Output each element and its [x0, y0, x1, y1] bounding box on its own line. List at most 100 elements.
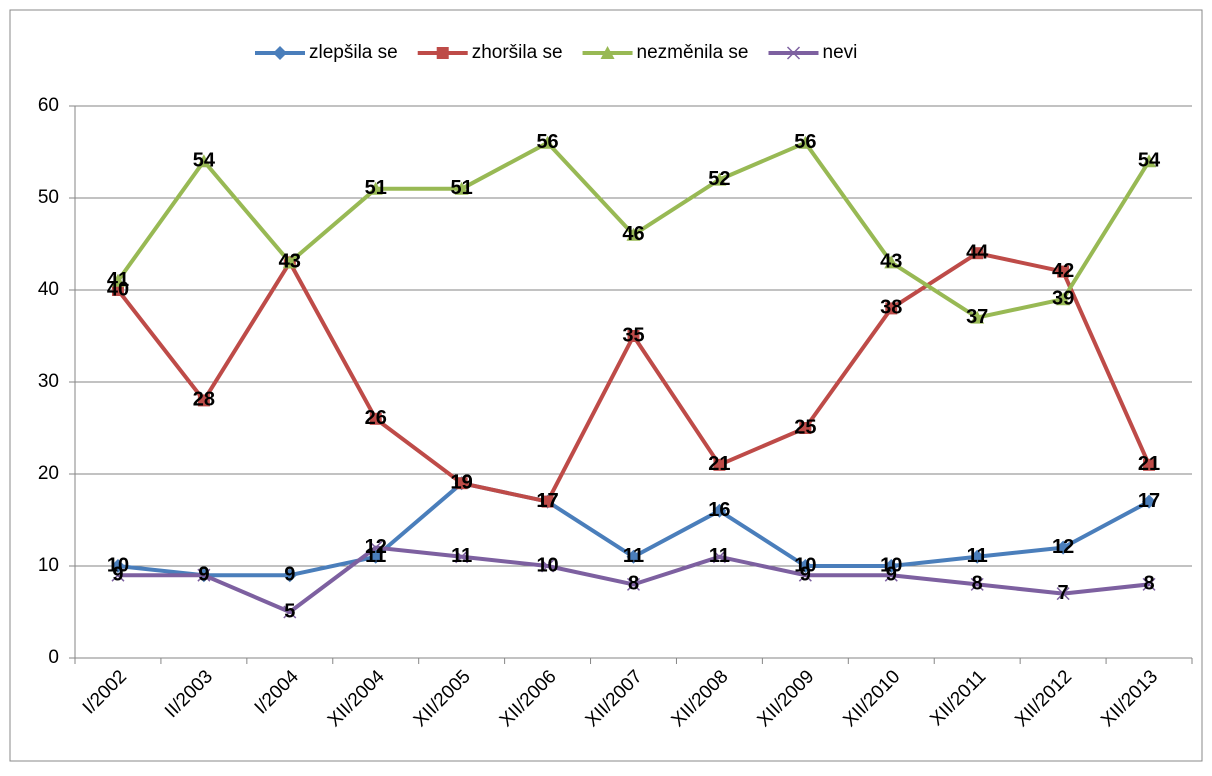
legend-label: zlepšila se [309, 42, 398, 63]
marker [369, 412, 382, 425]
marker [1056, 587, 1070, 601]
marker [541, 495, 554, 508]
marker [798, 559, 813, 573]
data-label: 9 [198, 563, 209, 585]
data-label: 41 [107, 269, 129, 291]
data-label: 9 [800, 563, 811, 585]
marker [541, 559, 555, 573]
y-tick-label: 40 [38, 279, 59, 300]
data-label: 46 [622, 223, 644, 245]
marker [1143, 458, 1156, 471]
data-label: 9 [284, 563, 295, 585]
marker [713, 458, 726, 471]
y-tick-label: 0 [48, 647, 59, 668]
data-label: 11 [365, 545, 386, 567]
marker [1057, 265, 1070, 278]
marker [282, 255, 297, 269]
data-label: 9 [112, 563, 123, 585]
marker [369, 541, 383, 555]
data-label: 11 [623, 545, 644, 567]
marker [455, 550, 469, 564]
y-tick-label: 30 [38, 371, 59, 392]
data-label: 9 [198, 563, 209, 585]
legend-label: nezměnila se [637, 42, 749, 63]
legend-label: zhoršila se [472, 42, 563, 63]
marker [1056, 292, 1071, 306]
marker [885, 302, 898, 315]
marker [1142, 154, 1157, 168]
marker [626, 227, 641, 241]
marker [282, 568, 297, 583]
data-label: 11 [709, 545, 730, 567]
data-label: 51 [451, 177, 473, 199]
data-label: 12 [1052, 536, 1074, 558]
marker [799, 422, 812, 434]
series [111, 541, 1156, 619]
data-label: 5 [284, 600, 295, 622]
data-label: 8 [628, 573, 639, 595]
data-label: 10 [880, 554, 902, 576]
marker [626, 549, 641, 564]
marker [884, 568, 898, 582]
data-label: 9 [886, 563, 897, 585]
marker [1056, 540, 1071, 555]
marker [273, 46, 287, 60]
data-label: 56 [794, 131, 816, 153]
marker [1142, 494, 1157, 509]
series [110, 135, 1157, 324]
data-label: 51 [365, 177, 387, 199]
marker [111, 284, 124, 296]
marker [884, 559, 899, 573]
marker [1142, 577, 1156, 591]
data-label: 8 [1143, 573, 1154, 595]
data-label: 10 [794, 554, 816, 576]
y-tick-label: 20 [38, 463, 59, 484]
marker [436, 47, 449, 59]
data-label: 38 [880, 297, 902, 319]
y-tick-label: 50 [38, 187, 59, 208]
marker [454, 181, 469, 195]
data-label: 42 [1052, 260, 1074, 282]
data-label: 56 [536, 131, 558, 153]
marker [368, 549, 383, 564]
data-label: 10 [536, 554, 558, 576]
data-label: 54 [1138, 149, 1161, 171]
marker [110, 273, 125, 287]
data-label: 21 [1138, 453, 1160, 475]
data-label: 17 [536, 490, 558, 512]
data-label: 8 [972, 573, 983, 595]
marker [970, 549, 985, 564]
data-label: 11 [967, 545, 988, 567]
data-label: 26 [365, 407, 387, 429]
data-label: 19 [451, 471, 473, 493]
legend-label: nevi [823, 42, 858, 63]
marker [283, 605, 297, 619]
marker [197, 394, 210, 407]
marker [712, 550, 726, 564]
data-label: 16 [708, 499, 730, 521]
marker [971, 247, 984, 260]
data-label: 17 [1138, 490, 1160, 512]
data-label: 28 [193, 389, 215, 411]
data-label: 37 [966, 306, 988, 328]
marker [627, 330, 640, 342]
data-label: 35 [622, 324, 644, 346]
data-label: 12 [365, 536, 387, 558]
marker [540, 135, 555, 149]
y-tick-label: 10 [38, 555, 59, 576]
data-label: 43 [279, 251, 301, 273]
marker [197, 568, 211, 582]
data-label: 17 [536, 490, 558, 512]
data-label: 7 [1058, 582, 1069, 604]
data-label: 25 [794, 416, 816, 438]
data-label: 10 [107, 554, 129, 576]
data-label: 21 [708, 453, 730, 475]
marker [196, 154, 211, 168]
marker [798, 135, 813, 149]
y-tick-label: 60 [38, 95, 59, 116]
data-label: 54 [193, 149, 216, 171]
marker [368, 181, 383, 195]
data-label: 40 [107, 278, 129, 300]
